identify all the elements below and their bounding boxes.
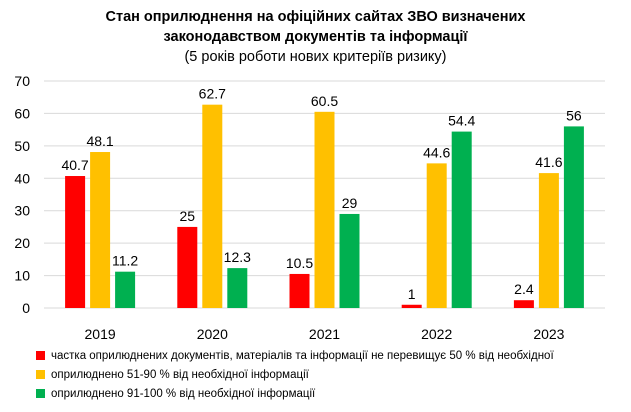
- chart-title-line-1: Стан оприлюднення на офіційних сайтах ЗВ…: [105, 9, 526, 25]
- data-label: 41.6: [535, 154, 562, 170]
- x-tick-label: 2020: [197, 326, 228, 342]
- bar-2021-series-2: [339, 213, 360, 308]
- data-label: 60.5: [311, 93, 338, 109]
- data-label: 56: [566, 107, 582, 123]
- bar-2023-series-1: [538, 173, 559, 308]
- bar-2020-series-0: [177, 226, 198, 308]
- data-label: 1: [408, 286, 416, 302]
- x-tick-label: 2021: [309, 326, 340, 342]
- bars: [65, 104, 584, 309]
- bar-2019-series-1: [90, 152, 111, 308]
- bar-2020-series-2: [227, 268, 248, 308]
- x-axis-ticks: 2019 2020 2021 2022 2023: [85, 326, 565, 342]
- legend-swatch-red: [36, 351, 45, 360]
- y-tick-label: 30: [14, 203, 30, 219]
- legend-swatch-yellow: [36, 370, 45, 379]
- legend-label: оприлюднено 91-100 % від необхідної інфо…: [51, 387, 316, 400]
- legend-label: частка оприлюднених документів, матеріал…: [51, 349, 554, 362]
- data-label: 40.7: [61, 157, 88, 173]
- y-tick-label: 60: [14, 105, 30, 121]
- y-tick-label: 50: [14, 138, 30, 154]
- y-tick-label: 70: [14, 73, 30, 89]
- legend: частка оприлюднених документів, матеріал…: [36, 346, 554, 403]
- data-label: 54.4: [448, 113, 475, 129]
- bar-2022-series-1: [426, 163, 447, 308]
- data-labels: 40.7 48.1 11.2 25 62.7 12.3 10.5 60.5 29 1 44.6 54.…: [61, 86, 581, 302]
- bar-2023-series-0: [513, 300, 534, 308]
- legend-item-51-90: оприлюднено 51-90 % від необхідної інфор…: [36, 365, 554, 384]
- data-label: 25: [180, 208, 196, 224]
- data-label: 62.7: [199, 86, 226, 102]
- bar-2020-series-1: [202, 104, 223, 309]
- x-tick-label: 2019: [85, 326, 116, 342]
- legend-item-91-100: оприлюднено 91-100 % від необхідної інфо…: [36, 384, 554, 403]
- chart-subtitle: (5 років роботи нових критеріїв ризику): [184, 49, 447, 65]
- data-label: 48.1: [86, 133, 113, 149]
- legend-label: оприлюднено 51-90 % від необхідної інфор…: [51, 368, 309, 381]
- bar-2022-series-0: [401, 304, 422, 308]
- bar-2019-series-2: [115, 271, 136, 308]
- data-label: 29: [342, 195, 358, 211]
- legend-swatch-green: [36, 389, 45, 398]
- legend-item-below-50: частка оприлюднених документів, матеріал…: [36, 346, 554, 365]
- data-label: 44.6: [423, 144, 450, 160]
- data-label: 10.5: [286, 255, 313, 271]
- bar-2021-series-1: [314, 111, 335, 308]
- x-tick-label: 2022: [421, 326, 452, 342]
- y-tick-label: 20: [14, 235, 30, 251]
- data-label: 11.2: [112, 253, 138, 269]
- y-axis-ticks: 0 10 20 30 40 50 60 70: [14, 73, 30, 316]
- data-label: 2.4: [514, 281, 534, 297]
- bar-2021-series-0: [289, 273, 310, 308]
- bar-2019-series-0: [65, 176, 86, 308]
- x-tick-label: 2023: [533, 326, 564, 342]
- data-label: 12.3: [224, 249, 251, 265]
- chart-title-line-2: законодавством документів та інформації: [163, 29, 468, 45]
- y-tick-label: 10: [14, 268, 30, 284]
- y-tick-label: 40: [14, 170, 30, 186]
- bar-2023-series-2: [563, 126, 584, 309]
- bar-2022-series-2: [451, 131, 472, 308]
- y-tick-label: 0: [22, 300, 30, 316]
